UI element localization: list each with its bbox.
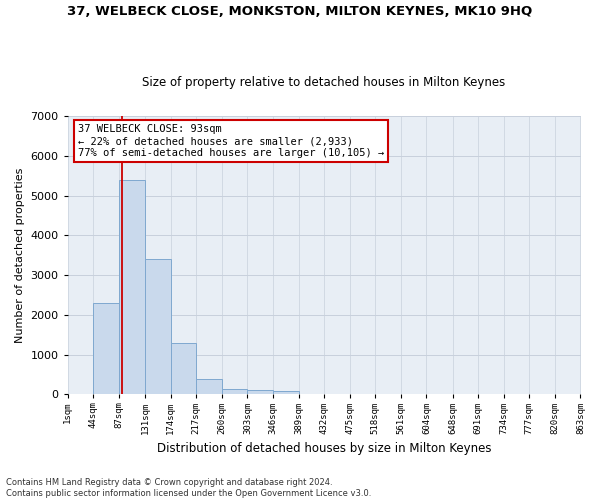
Bar [247,390,273,394]
Bar [145,259,170,394]
Y-axis label: Number of detached properties: Number of detached properties [15,168,25,343]
Text: 37 WELBECK CLOSE: 93sqm
← 22% of detached houses are smaller (2,933)
77% of semi: 37 WELBECK CLOSE: 93sqm ← 22% of detache… [78,124,384,158]
Bar [119,180,145,394]
Bar [93,303,119,394]
Bar [222,388,247,394]
Title: Size of property relative to detached houses in Milton Keynes: Size of property relative to detached ho… [142,76,506,88]
Bar [196,378,222,394]
Bar [273,391,299,394]
X-axis label: Distribution of detached houses by size in Milton Keynes: Distribution of detached houses by size … [157,442,491,455]
Text: 37, WELBECK CLOSE, MONKSTON, MILTON KEYNES, MK10 9HQ: 37, WELBECK CLOSE, MONKSTON, MILTON KEYN… [67,5,533,18]
Text: Contains HM Land Registry data © Crown copyright and database right 2024.
Contai: Contains HM Land Registry data © Crown c… [6,478,371,498]
Bar [170,343,196,394]
